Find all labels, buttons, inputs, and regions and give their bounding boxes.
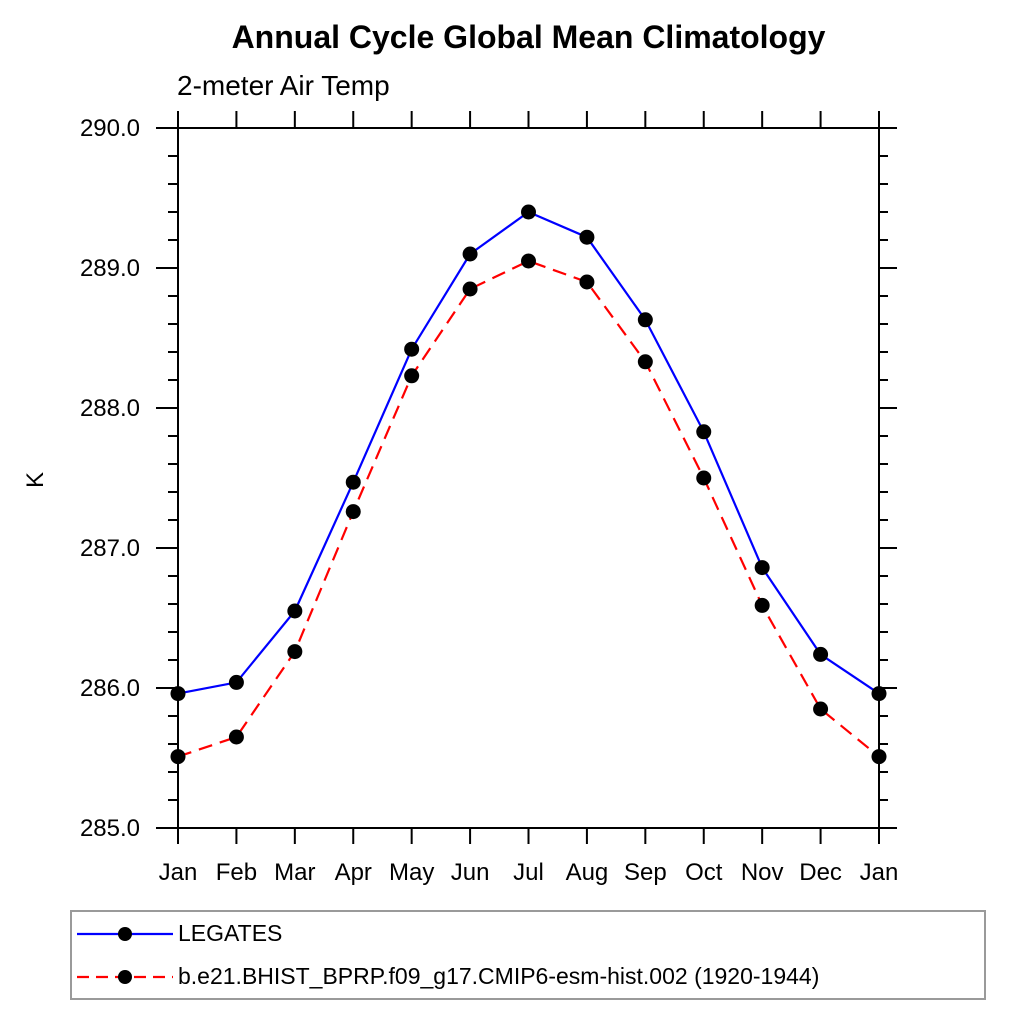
y-tick-label: 285.0 bbox=[80, 815, 140, 842]
y-tick-label: 288.0 bbox=[80, 395, 140, 422]
legend-label-legates: LEGATES bbox=[178, 920, 283, 946]
data-point-1-may bbox=[404, 368, 420, 384]
data-point-0-jan bbox=[170, 686, 186, 702]
legend-box: LEGATES b.e21.BHIST_BPRP.f09_g17.CMIP6-e… bbox=[70, 910, 986, 1000]
x-tick-label: Jun bbox=[451, 859, 490, 886]
series-line-1 bbox=[177, 259, 880, 758]
data-point-0-jul bbox=[521, 204, 536, 220]
data-point-1-mar bbox=[287, 644, 303, 660]
y-tick-label: 287.0 bbox=[80, 535, 140, 562]
y-tick-label: 290.0 bbox=[80, 115, 140, 142]
plot-frame bbox=[177, 127, 880, 829]
x-tick-label: Nov bbox=[741, 859, 784, 886]
data-point-1-oct bbox=[696, 470, 712, 486]
data-point-0-oct bbox=[696, 424, 712, 440]
legend-entry-model: b.e21.BHIST_BPRP.f09_g17.CMIP6-esm-hist.… bbox=[74, 955, 984, 998]
legend-marker-icon bbox=[118, 969, 132, 984]
data-point-0-sep bbox=[637, 312, 653, 328]
x-tick-label: Oct bbox=[685, 859, 723, 886]
legend-entry-legates: LEGATES bbox=[74, 912, 984, 955]
data-point-0-may bbox=[404, 341, 420, 357]
data-point-1-jul bbox=[521, 253, 536, 269]
x-tick-label: Dec bbox=[799, 859, 842, 886]
data-point-0-nov bbox=[754, 560, 770, 576]
x-tick-label: Jan bbox=[860, 859, 899, 886]
data-point-1-apr bbox=[345, 504, 361, 520]
data-point-1-jan bbox=[871, 749, 887, 765]
data-point-1-jun bbox=[462, 281, 478, 297]
data-point-0-jun bbox=[462, 246, 478, 262]
x-tick-label: Mar bbox=[274, 859, 315, 886]
x-tick-label: Aug bbox=[566, 859, 609, 886]
data-point-1-feb bbox=[228, 729, 244, 745]
data-point-0-mar bbox=[287, 603, 303, 619]
y-tick-label: 286.0 bbox=[80, 675, 140, 702]
x-tick-label: Feb bbox=[216, 859, 257, 886]
x-tick-label: Jan bbox=[159, 859, 198, 886]
data-point-0-jan bbox=[871, 686, 887, 702]
chart-title: Annual Cycle Global Mean Climatology bbox=[231, 19, 826, 55]
data-point-0-dec bbox=[813, 646, 829, 662]
legend-line-sample-solid bbox=[77, 926, 173, 941]
series-line-0 bbox=[177, 210, 880, 695]
data-point-1-aug bbox=[579, 274, 595, 290]
data-point-1-sep bbox=[637, 354, 653, 370]
x-tick-label: Apr bbox=[335, 859, 372, 886]
y-tick-label: 289.0 bbox=[80, 255, 140, 282]
data-point-0-apr bbox=[345, 474, 361, 490]
data-point-1-dec bbox=[813, 701, 829, 717]
data-point-1-nov bbox=[754, 597, 770, 613]
data-point-0-feb bbox=[228, 674, 244, 690]
legend-label-model: b.e21.BHIST_BPRP.f09_g17.CMIP6-esm-hist.… bbox=[178, 963, 820, 989]
legend-line-sample-dashed bbox=[77, 969, 173, 984]
x-tick-label: May bbox=[389, 859, 434, 886]
data-point-0-aug bbox=[579, 229, 595, 245]
data-point-1-jan bbox=[170, 749, 186, 765]
x-tick-label: Sep bbox=[624, 859, 667, 886]
chart-subtitle: 2-meter Air Temp bbox=[177, 70, 390, 101]
legend-marker-icon bbox=[118, 926, 132, 941]
x-tick-label: Jul bbox=[513, 859, 544, 886]
